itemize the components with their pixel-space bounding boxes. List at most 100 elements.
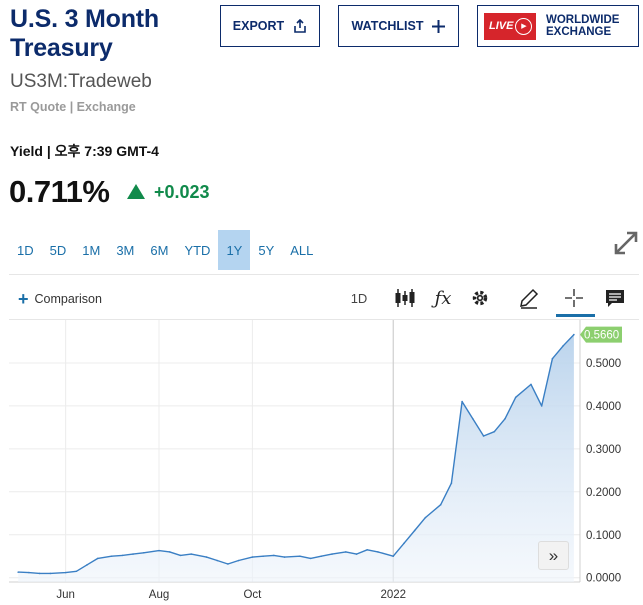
data-point	[110, 555, 113, 558]
range-1y[interactable]: 1Y	[218, 230, 251, 270]
divider	[9, 319, 639, 320]
data-point	[461, 400, 463, 403]
data-point	[283, 556, 286, 558]
y-tick-label: 0.5000	[586, 358, 621, 370]
data-point	[49, 572, 52, 575]
export-label: EXPORT	[232, 19, 285, 33]
live-badge-text: LIVE	[489, 20, 514, 32]
data-point	[168, 551, 171, 553]
data-point	[450, 482, 453, 485]
expand-icon[interactable]	[613, 230, 639, 256]
data-point	[366, 548, 369, 551]
data-point	[142, 551, 145, 554]
comparison-button[interactable]: + Comparison	[18, 289, 102, 309]
data-point	[28, 571, 30, 574]
data-point	[482, 435, 485, 437]
comparison-label: Comparison	[34, 292, 102, 306]
data-point	[344, 551, 347, 553]
data-point	[413, 529, 416, 532]
gear-icon[interactable]	[468, 286, 492, 310]
y-tick-label: 0.4000	[586, 401, 621, 413]
y-tick-label: 0.0000	[586, 573, 621, 585]
data-point	[132, 553, 134, 555]
scroll-forward-button[interactable]: »	[538, 541, 569, 570]
candlestick-icon[interactable]	[393, 286, 417, 310]
share-icon	[294, 19, 307, 33]
data-point	[299, 555, 301, 558]
data-point	[121, 554, 124, 557]
live-exchange-button[interactable]: LIVE ▶ WORLDWIDE EXCHANGE	[477, 5, 639, 47]
data-point	[273, 554, 275, 557]
range-1d[interactable]: 1D	[17, 242, 34, 258]
crosshair-icon[interactable]	[562, 286, 586, 310]
watchlist-button[interactable]: WATCHLIST	[338, 5, 459, 47]
data-point	[262, 555, 264, 558]
data-point	[309, 557, 312, 560]
x-tick-label: Oct	[243, 589, 262, 601]
x-tick-label: 2022	[380, 589, 406, 601]
active-tool-indicator	[556, 314, 595, 317]
range-1m[interactable]: 1M	[82, 242, 101, 258]
data-point	[190, 553, 192, 555]
range-6m[interactable]: 6M	[150, 242, 169, 258]
live-badge: LIVE ▶	[484, 12, 536, 40]
data-point	[158, 549, 160, 552]
yield-timestamp: Yield | 오후 7:39 GMT-4	[10, 143, 159, 159]
last-value-text: 0.5660	[584, 330, 619, 342]
data-point	[205, 556, 208, 558]
page-title: U.S. 3 Month Treasury	[10, 5, 159, 62]
live-label-line1: WORLDWIDE	[546, 14, 620, 26]
data-point	[216, 559, 218, 562]
data-point	[251, 556, 254, 558]
live-exchange-label: WORLDWIDE EXCHANGE	[546, 14, 619, 38]
data-point	[64, 571, 67, 574]
range-selector: 1D 5D 1M 3M 6M YTD 1Y 5Y ALL	[9, 230, 321, 270]
plus-icon	[432, 19, 446, 33]
data-point	[540, 405, 543, 407]
range-5y[interactable]: 5Y	[258, 242, 275, 258]
interval-selector[interactable]: 1D	[350, 290, 368, 306]
data-point	[227, 563, 229, 565]
data-point	[573, 333, 575, 336]
draw-pencil-icon[interactable]	[517, 286, 541, 310]
price-change: +0.023	[154, 182, 210, 202]
export-button[interactable]: EXPORT	[220, 5, 320, 47]
divider	[9, 274, 639, 275]
data-point	[86, 564, 88, 566]
data-point	[355, 553, 358, 555]
data-point	[237, 559, 240, 562]
data-point	[38, 572, 41, 575]
data-point	[551, 357, 554, 360]
comment-icon[interactable]	[604, 286, 626, 310]
play-icon: ▶	[515, 17, 533, 35]
data-point	[331, 553, 333, 555]
range-ytd[interactable]: YTD	[184, 242, 211, 258]
range-5d[interactable]: 5D	[49, 242, 67, 258]
plus-icon: +	[18, 289, 29, 309]
live-label-line2: EXCHANGE	[546, 26, 612, 38]
data-point	[439, 503, 442, 506]
data-point	[472, 417, 474, 420]
data-point	[530, 383, 532, 386]
y-tick-label: 0.2000	[586, 487, 621, 499]
data-point	[320, 555, 323, 558]
data-point	[514, 396, 517, 399]
data-point	[504, 417, 506, 420]
range-all[interactable]: ALL	[290, 242, 314, 258]
x-tick-label: Jun	[56, 589, 75, 601]
data-point	[403, 542, 405, 545]
data-point	[392, 555, 395, 558]
range-3m[interactable]: 3M	[116, 242, 135, 258]
function-icon[interactable]: ƒx	[430, 286, 456, 310]
data-point	[96, 557, 99, 560]
data-point	[377, 551, 379, 553]
series-area	[18, 334, 574, 582]
data-point	[562, 344, 564, 347]
last-value-badge	[580, 326, 622, 343]
data-point	[75, 570, 78, 573]
up-arrow-icon	[127, 184, 145, 199]
last-value-label: 0.5660	[580, 326, 622, 343]
yield-chart[interactable]: 0.0000 0.1000 0.2000 0.3000 0.4000 0.5000 Jun A…	[0, 320, 643, 605]
data-point	[493, 430, 496, 433]
double-chevron-right-icon: »	[548, 545, 559, 565]
